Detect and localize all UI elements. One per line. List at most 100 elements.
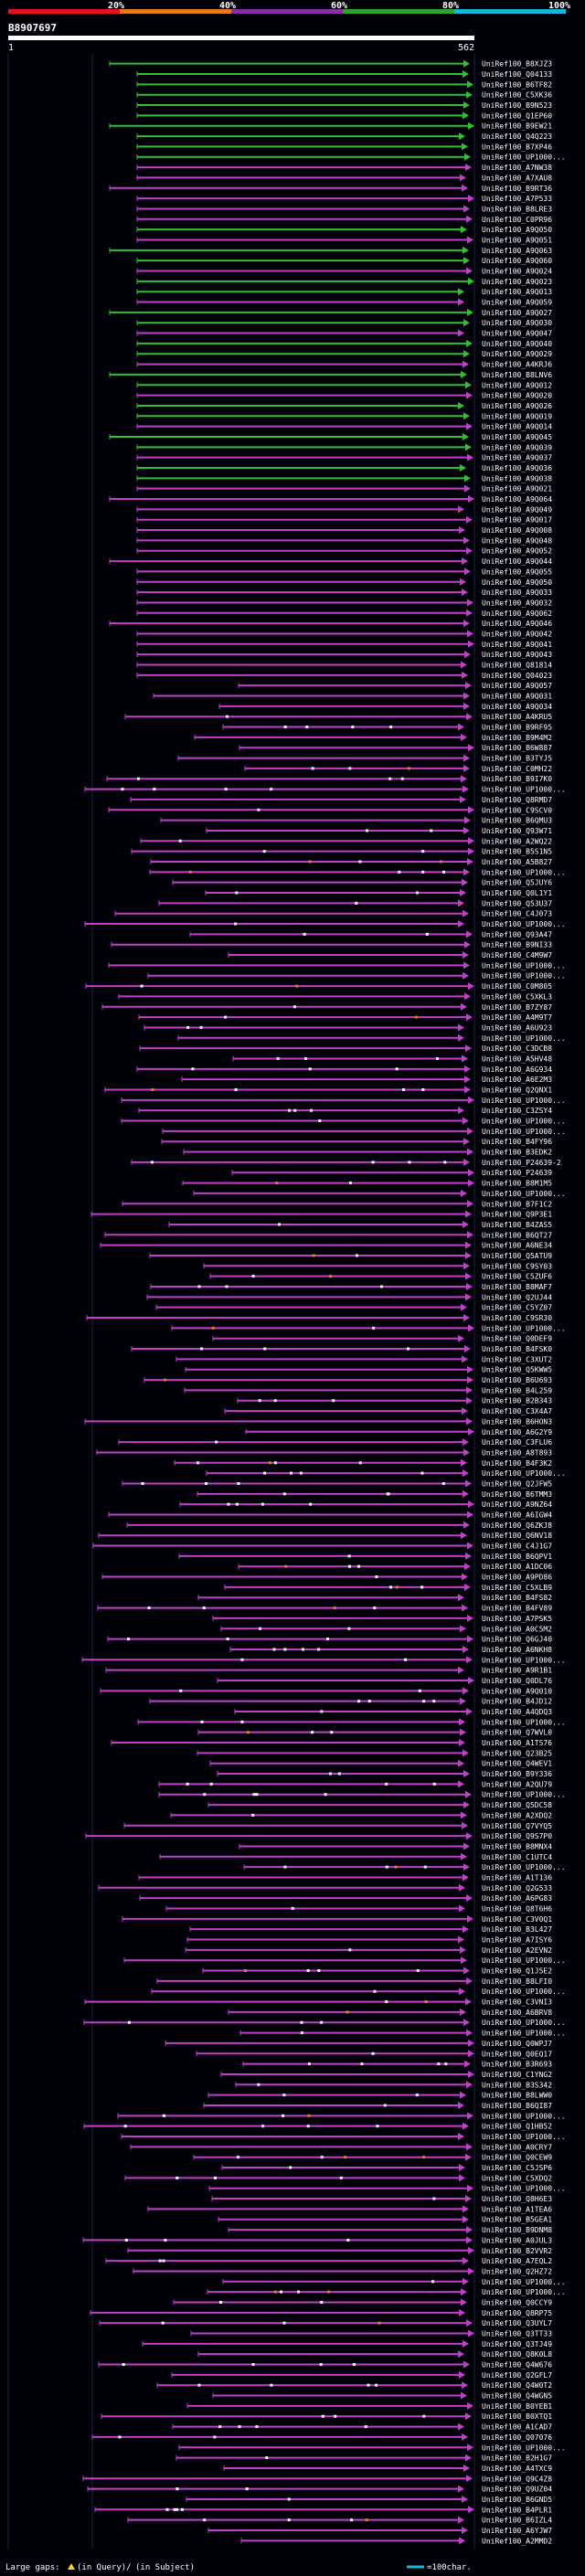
hit-row[interactable]: UniRef100_B4JD12 (149, 1697, 552, 1706)
hit-row[interactable]: UniRef100_A9Q057 (238, 682, 552, 690)
hit-row[interactable]: UniRef100_B4FY96 (161, 1138, 552, 1146)
hit-label[interactable]: UniRef100_A9Q057 (482, 682, 552, 690)
hit-label[interactable]: UniRef100_UP1000... (482, 1469, 566, 1478)
hit-label[interactable]: UniRef100_B3L427 (482, 1925, 552, 1934)
hit-row[interactable]: UniRef100_Q2UJ44 (146, 1293, 552, 1301)
hit-label[interactable]: UniRef100_Q6NV18 (482, 1532, 552, 1540)
hit-label[interactable]: UniRef100_A9Q041 (482, 641, 552, 649)
hit-row[interactable]: UniRef100_A9Q050 (136, 578, 552, 587)
hit-label[interactable]: UniRef100_UP1000... (482, 1034, 566, 1043)
hit-row[interactable]: UniRef100_Q81814 (136, 661, 552, 669)
hit-label[interactable]: UniRef100_A9Q026 (482, 402, 552, 410)
hit-label[interactable]: UniRef100_A9Q017 (482, 516, 552, 525)
hit-label[interactable]: UniRef100_C3V0Q1 (482, 1915, 552, 1924)
hit-row[interactable]: UniRef100_C5XK36 (136, 90, 552, 100)
hit-row[interactable]: UniRef100_B9RT36 (109, 184, 552, 193)
hit-label[interactable]: UniRef100_UP1000... (482, 2030, 566, 2038)
hit-label[interactable]: UniRef100_Q4WGN5 (482, 2392, 552, 2401)
hit-row[interactable]: UniRef100_A4KRJ6 (136, 360, 552, 369)
hit-row[interactable]: UniRef100_Q0WPJ7 (165, 2039, 552, 2048)
hit-label[interactable]: UniRef100_A7NW38 (482, 164, 552, 172)
hit-row[interactable]: UniRef100_A1T136 (138, 1873, 552, 1882)
hit-row[interactable]: UniRef100_B5S1N5 (131, 847, 552, 856)
hit-row[interactable]: UniRef100_Q0DEF9 (212, 1334, 552, 1343)
hit-label[interactable]: UniRef100_UP1000... (482, 2133, 566, 2141)
hit-label[interactable]: UniRef100_Q0WPJ7 (482, 2040, 552, 2048)
hit-row[interactable]: UniRef100_C1UTC4 (159, 1852, 552, 1861)
hit-label[interactable]: UniRef100_A7P533 (482, 195, 552, 203)
hit-label[interactable]: UniRef100_Q3TT33 (482, 2329, 552, 2337)
hit-label[interactable]: UniRef100_Q1EP60 (482, 111, 552, 120)
hit-row[interactable]: UniRef100_Q23B25 (197, 1749, 552, 1757)
hit-row[interactable]: UniRef100_B9Y336 (217, 1770, 552, 1778)
hit-label[interactable]: UniRef100_UP1000... (482, 1324, 566, 1332)
hit-label[interactable]: UniRef100_A6E2M3 (482, 1076, 552, 1084)
hit-label[interactable]: UniRef100_A6BRV8 (482, 2009, 552, 2017)
hit-label[interactable]: UniRef100_A5HV48 (482, 1055, 552, 1063)
hit-label[interactable]: UniRef100_B2VVR2 (482, 2247, 552, 2255)
hit-label[interactable]: UniRef100_UP1000... (482, 1128, 566, 1136)
hit-row[interactable]: UniRef100_A0CRY7 (130, 2143, 552, 2151)
hit-label[interactable]: UniRef100_C5XK36 (482, 91, 552, 100)
hit-label[interactable]: UniRef100_Q93A47 (482, 930, 552, 938)
hit-row[interactable]: UniRef100_Q53U37 (158, 899, 552, 907)
hit-label[interactable]: UniRef100_Q6ZKJ8 (482, 1521, 552, 1530)
hit-label[interactable]: UniRef100_A1T136 (482, 1873, 552, 1882)
hit-row[interactable]: UniRef100_B8LWW0 (207, 2091, 552, 2100)
hit-label[interactable]: UniRef100_Q5KWW5 (482, 1366, 552, 1374)
hit-row[interactable]: UniRef100_B4FSK0 (131, 1345, 552, 1353)
hit-row[interactable]: UniRef100_UP1000... (208, 2184, 566, 2193)
hit-row[interactable]: UniRef100_B7XP46 (136, 143, 552, 151)
hit-row[interactable]: UniRef100_C3DCB8 (139, 1044, 552, 1053)
hit-label[interactable]: UniRef100_C9SCV0 (482, 806, 552, 814)
hit-label[interactable]: UniRef100_Q0DEF9 (482, 1335, 552, 1343)
hit-label[interactable]: UniRef100_Q4W676 (482, 2361, 552, 2369)
hit-row[interactable]: UniRef100_Q8K0L8 (197, 2350, 552, 2359)
hit-row[interactable]: UniRef100_A9Q030 (136, 319, 552, 327)
hit-row[interactable]: UniRef100_A9Q013 (136, 288, 552, 296)
hit-label[interactable]: UniRef100_UP1000... (482, 2019, 566, 2027)
hit-label[interactable]: UniRef100_A9Q023 (482, 278, 552, 286)
hit-row[interactable]: UniRef100_Q5DC58 (207, 1801, 552, 1809)
hit-label[interactable]: UniRef100_Q0CEW9 (482, 2154, 552, 2162)
hit-row[interactable]: UniRef100_Q5JUY6 (172, 878, 552, 887)
hit-row[interactable]: UniRef100_A7XAU8 (136, 174, 552, 182)
hit-row[interactable]: UniRef100_C3XUT2 (176, 1355, 552, 1363)
hit-row[interactable]: UniRef100_UP1000... (121, 1117, 566, 1126)
hit-row[interactable]: UniRef100_Q3TT33 (190, 2329, 552, 2337)
hit-row[interactable]: UniRef100_A9Q010 (100, 1687, 552, 1695)
hit-label[interactable]: UniRef100_C3X4A7 (482, 1407, 552, 1415)
hit-row[interactable]: UniRef100_A9Q060 (136, 257, 552, 265)
hit-label[interactable]: UniRef100_A2WQ22 (482, 837, 552, 845)
hit-row[interactable]: UniRef100_A9Q049 (136, 505, 552, 514)
hit-label[interactable]: UniRef100_C4M9W7 (482, 951, 552, 959)
hit-label[interactable]: UniRef100_A9Q027 (482, 309, 552, 317)
hit-label[interactable]: UniRef100_Q9C4Z8 (482, 2475, 552, 2483)
hit-label[interactable]: UniRef100_Q0CCY9 (482, 2298, 552, 2306)
hit-label[interactable]: UniRef100_B4FY96 (482, 1138, 552, 1146)
hit-label[interactable]: UniRef100_A2QU79 (482, 1780, 552, 1788)
hit-row[interactable]: UniRef100_Q4WGN5 (212, 2391, 552, 2401)
hit-row[interactable]: UniRef100_A9Q055 (136, 567, 552, 576)
hit-label[interactable]: UniRef100_A9Q010 (482, 1687, 552, 1695)
hit-row[interactable]: UniRef100_B6U693 (144, 1376, 552, 1384)
hit-row[interactable]: UniRef100_A2EVN2 (185, 1945, 552, 1955)
hit-label[interactable]: UniRef100_B4FSK0 (482, 1345, 552, 1353)
hit-row[interactable]: UniRef100_A9Q027 (109, 308, 552, 317)
hit-row[interactable]: UniRef100_UP1000... (158, 1790, 566, 1799)
hit-row[interactable]: UniRef100_Q4WEV1 (209, 1759, 552, 1768)
hit-row[interactable]: UniRef100_C5XKL3 (118, 992, 552, 1001)
hit-row[interactable]: UniRef100_B4ZAS5 (168, 1220, 552, 1229)
hit-row[interactable]: UniRef100_C5XLB9 (224, 1583, 552, 1592)
hit-row[interactable]: UniRef100_Q1J5E2 (202, 1966, 552, 1976)
hit-row[interactable]: UniRef100_Q2GFL7 (171, 2370, 552, 2380)
hit-row[interactable]: UniRef100_A2XDQ2 (170, 1811, 552, 1819)
hit-label[interactable]: UniRef100_A9Q034 (482, 703, 552, 711)
hit-label[interactable]: UniRef100_UP1000... (482, 961, 566, 970)
hit-label[interactable]: UniRef100_A9Q038 (482, 474, 552, 482)
hit-label[interactable]: UniRef100_Q2JFW5 (482, 1479, 552, 1488)
hit-label[interactable]: UniRef100_A9Q037 (482, 454, 552, 462)
hit-label[interactable]: UniRef100_B8MAF7 (482, 1283, 552, 1291)
hit-row[interactable]: UniRef100_C5JSP6 (221, 2164, 552, 2172)
hit-label[interactable]: UniRef100_B8LFI0 (482, 1977, 552, 1986)
